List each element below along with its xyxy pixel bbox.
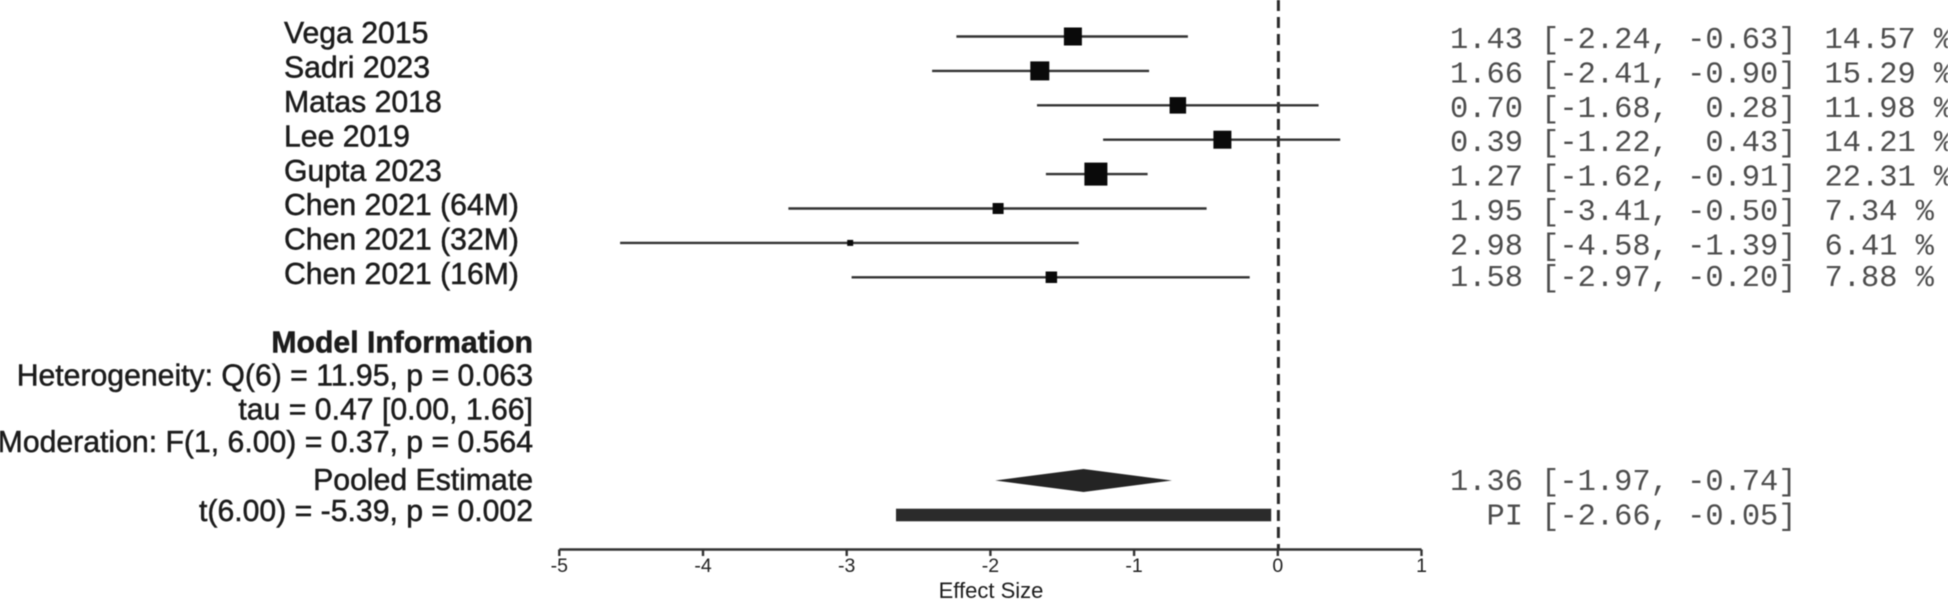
svg-text:2.98 [-4.58, -1.39]: 2.98 [-4.58, -1.39] [1450,230,1797,264]
svg-text:14.21 %: 14.21 % [1825,127,1948,161]
svg-text:7.34 %: 7.34 % [1825,196,1935,230]
svg-text:-3: -3 [838,555,855,577]
svg-text:t(6.00) = -5.39, p = 0.002: t(6.00) = -5.39, p = 0.002 [199,495,533,528]
svg-text:22.31 %: 22.31 % [1825,162,1948,196]
svg-text:1.36 [-1.97, -0.74]: 1.36 [-1.97, -0.74] [1450,466,1797,500]
svg-text:Chen 2021 (32M): Chen 2021 (32M) [284,224,519,257]
svg-text:1: 1 [1416,555,1427,577]
svg-text:7.88 %: 7.88 % [1825,262,1935,296]
svg-text:1.27 [-1.62, -0.91]: 1.27 [-1.62, -0.91] [1450,162,1797,196]
svg-text:11.98 %: 11.98 % [1825,93,1948,127]
svg-text:Chen 2021 (64M): Chen 2021 (64M) [284,189,519,222]
svg-text:tau = 0.47 [0.00, 1.66]: tau = 0.47 [0.00, 1.66] [238,394,533,427]
svg-text:0.39 [-1.22, 0.43]: 0.39 [-1.22, 0.43] [1450,127,1797,161]
svg-text:Vega 2015: Vega 2015 [284,17,428,50]
svg-text:-4: -4 [694,555,711,577]
svg-text:0.70 [-1.68, 0.28]: 0.70 [-1.68, 0.28] [1450,93,1797,127]
svg-text:Pooled Estimate: Pooled Estimate [313,464,533,497]
svg-text:-1: -1 [1125,555,1142,577]
svg-text:-5: -5 [551,555,568,577]
svg-text:Matas 2018: Matas 2018 [284,86,442,119]
svg-text:PI [-2.66, -0.05]: PI [-2.66, -0.05] [1487,501,1797,535]
svg-text:1.66 [-2.41, -0.90]: 1.66 [-2.41, -0.90] [1450,58,1797,92]
svg-text:15.29 %: 15.29 % [1825,58,1948,92]
svg-text:Effect Size: Effect Size [939,578,1044,601]
svg-text:Model Information: Model Information [271,327,533,360]
svg-text:1.43 [-2.24, -0.63]: 1.43 [-2.24, -0.63] [1450,24,1797,58]
svg-text:Chen 2021 (16M): Chen 2021 (16M) [284,258,519,291]
svg-text:Lee 2019: Lee 2019 [284,120,410,153]
svg-text:6.41 %: 6.41 % [1825,230,1935,264]
svg-text:-2: -2 [982,555,999,577]
svg-text:Heterogeneity: Q(6) = 11.95, p: Heterogeneity: Q(6) = 11.95, p = 0.063 [17,360,533,393]
svg-text:Sadri 2023: Sadri 2023 [284,52,430,85]
svg-text:14.57 %: 14.57 % [1825,24,1948,58]
svg-text:1.58 [-2.97, -0.20]: 1.58 [-2.97, -0.20] [1450,262,1797,296]
svg-text:0: 0 [1272,555,1283,577]
svg-text:1.95 [-3.41, -0.50]: 1.95 [-3.41, -0.50] [1450,196,1797,230]
svg-text:Moderation: F(1, 6.00) = 0.37,: Moderation: F(1, 6.00) = 0.37, p = 0.564 [0,426,533,459]
svg-text:Gupta 2023: Gupta 2023 [284,155,442,188]
